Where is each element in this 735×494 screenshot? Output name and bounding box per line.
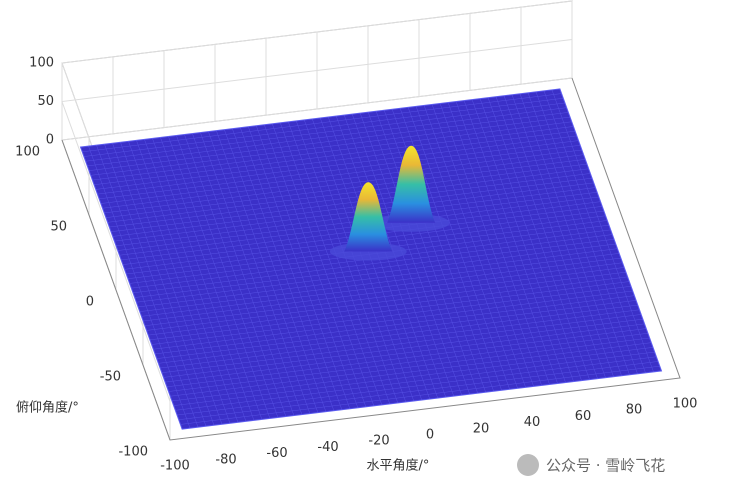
mesh-line [82, 93, 562, 153]
mesh-line [551, 89, 654, 372]
y-axis-label: 俯仰角度/° [16, 400, 79, 416]
z-tick-label: 100 [29, 56, 54, 71]
z-tick-label: 50 [37, 94, 54, 109]
mesh-line [97, 135, 577, 195]
mesh-line [519, 93, 622, 376]
x-tick-label: 80 [626, 403, 643, 418]
y-tick-label: -100 [118, 445, 148, 460]
x-tick-label: 100 [673, 397, 698, 412]
watermark-icon [517, 454, 539, 476]
mesh-line [94, 126, 574, 185]
mesh-line [87, 107, 567, 167]
x-tick-label: 40 [524, 415, 541, 430]
mesh-line [527, 92, 630, 375]
grid-line [61, 39, 573, 402]
y-tick-label: 0 [86, 295, 94, 310]
watermark: 公众号 · 雪岭飞花 [517, 454, 665, 476]
mesh-line [90, 116, 571, 176]
watermark-text: 公众号 · 雪岭飞花 [546, 457, 665, 475]
peak [344, 182, 393, 252]
x-tick-label: 20 [473, 421, 490, 436]
mesh-line [495, 96, 598, 379]
mesh-line [92, 121, 572, 181]
mesh-line [543, 90, 646, 373]
x-tick-label: -80 [215, 452, 236, 467]
mesh-line [83, 98, 564, 157]
mesh-line [511, 94, 614, 377]
mesh-line [503, 95, 606, 378]
y-tick-label: -50 [100, 370, 121, 385]
mesh-line [85, 102, 566, 162]
y-tick-label: 100 [15, 145, 40, 160]
z-tick-label: 0 [46, 133, 54, 148]
x-tick-label: 60 [575, 409, 592, 424]
axis-line [61, 77, 681, 441]
mesh-line [535, 91, 638, 374]
x-tick-label: 0 [426, 428, 434, 443]
x-tick-label: -60 [266, 446, 287, 461]
surface-mesh [82, 89, 660, 429]
x-tick-label: -100 [160, 459, 190, 474]
x-tick-label: -20 [368, 434, 389, 449]
mesh-line [95, 130, 576, 190]
y-tick-label: 50 [50, 220, 67, 235]
x-axis-label: 水平角度/° [367, 458, 430, 474]
mesh-line [487, 97, 590, 380]
x-tick-label: -40 [317, 440, 338, 455]
mesh-line [88, 112, 569, 171]
peak [387, 145, 436, 223]
